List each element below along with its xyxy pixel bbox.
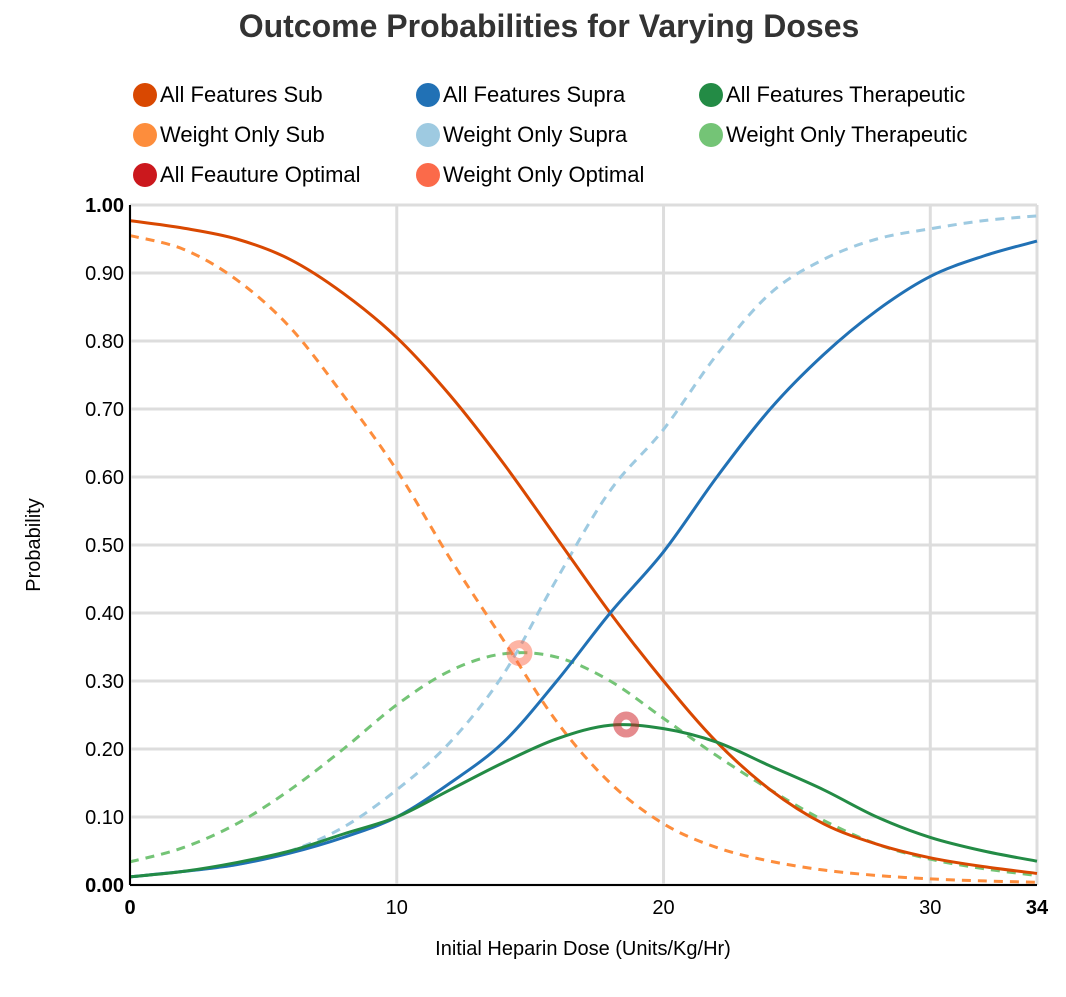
legend-swatch xyxy=(699,83,723,107)
legend-swatch xyxy=(133,163,157,187)
x-tick-label: 30 xyxy=(919,897,941,919)
point-weight-only-optimal xyxy=(506,640,533,667)
y-tick-label: 0.60 xyxy=(85,467,124,489)
legend-label: Weight Only Supra xyxy=(443,122,628,147)
x-tick-label: 0 xyxy=(124,897,135,919)
legend-label: Weight Only Optimal xyxy=(443,162,644,187)
legend-swatch xyxy=(699,123,723,147)
legend-item-all-feauture-optimal: All Feauture Optimal xyxy=(133,162,361,187)
chart-title: Outcome Probabilities for Varying Doses xyxy=(239,8,860,44)
legend-item-weight-only-therapeutic: Weight Only Therapeutic xyxy=(699,122,967,147)
y-tick-label: 0.90 xyxy=(85,263,124,285)
legend-swatch xyxy=(416,163,440,187)
series-layer xyxy=(129,214,1038,884)
legend-label: Weight Only Sub xyxy=(160,122,325,147)
optimal-points xyxy=(506,640,640,738)
legend-label: All Features Sub xyxy=(160,82,323,107)
series-line-all-features-therapeutic xyxy=(129,723,1038,879)
axes: 0.00 0.10 0.20 0.30 0.40 0.50 0.60 0.70 0.80 0.90… xyxy=(85,195,1049,919)
y-axis-title: Probability xyxy=(23,498,45,591)
point-all-feauture-optimal xyxy=(613,711,640,738)
legend-item-weight-only-sub: Weight Only Sub xyxy=(133,122,325,147)
series-line-weight-only-therapeutic xyxy=(129,651,1038,877)
legend-item-weight-only-supra: Weight Only Supra xyxy=(416,122,628,147)
series-line-weight-only-sub xyxy=(129,234,1038,884)
y-tick-label: 0.00 xyxy=(85,875,124,897)
y-tick-label: 0.30 xyxy=(85,671,124,693)
x-tick-label: 20 xyxy=(652,897,674,919)
x-tick-label: 10 xyxy=(386,897,408,919)
legend-label: All Features Therapeutic xyxy=(726,82,965,107)
legend-item-all-features-sub: All Features Sub xyxy=(133,82,323,107)
legend-item-weight-only-optimal: Weight Only Optimal xyxy=(416,162,644,187)
legend-label: All Features Supra xyxy=(443,82,626,107)
series-line-all-features-supra xyxy=(129,239,1038,879)
y-tick-label: 0.20 xyxy=(85,739,124,761)
legend-swatch xyxy=(416,83,440,107)
x-axis-title: Initial Heparin Dose (Units/Kg/Hr) xyxy=(435,938,731,960)
legend-label: Weight Only Therapeutic xyxy=(726,122,967,147)
x-tick-label: 34 xyxy=(1026,897,1049,919)
y-tick-label: 1.00 xyxy=(85,195,124,217)
y-tick-label: 0.40 xyxy=(85,603,124,625)
legend: All Features Sub All Features Supra All Fe… xyxy=(133,82,967,187)
y-tick-label: 0.80 xyxy=(85,331,124,353)
series-line-all-features-sub xyxy=(129,219,1038,875)
legend-swatch xyxy=(133,123,157,147)
legend-label: All Feauture Optimal xyxy=(160,162,361,187)
y-tick-label: 0.10 xyxy=(85,807,124,829)
legend-item-all-features-supra: All Features Supra xyxy=(416,82,626,107)
legend-swatch xyxy=(133,83,157,107)
legend-item-all-features-therapeutic: All Features Therapeutic xyxy=(699,82,965,107)
y-tick-label: 0.50 xyxy=(85,535,124,557)
legend-swatch xyxy=(416,123,440,147)
grid xyxy=(128,203,1039,887)
y-tick-label: 0.70 xyxy=(85,399,124,421)
